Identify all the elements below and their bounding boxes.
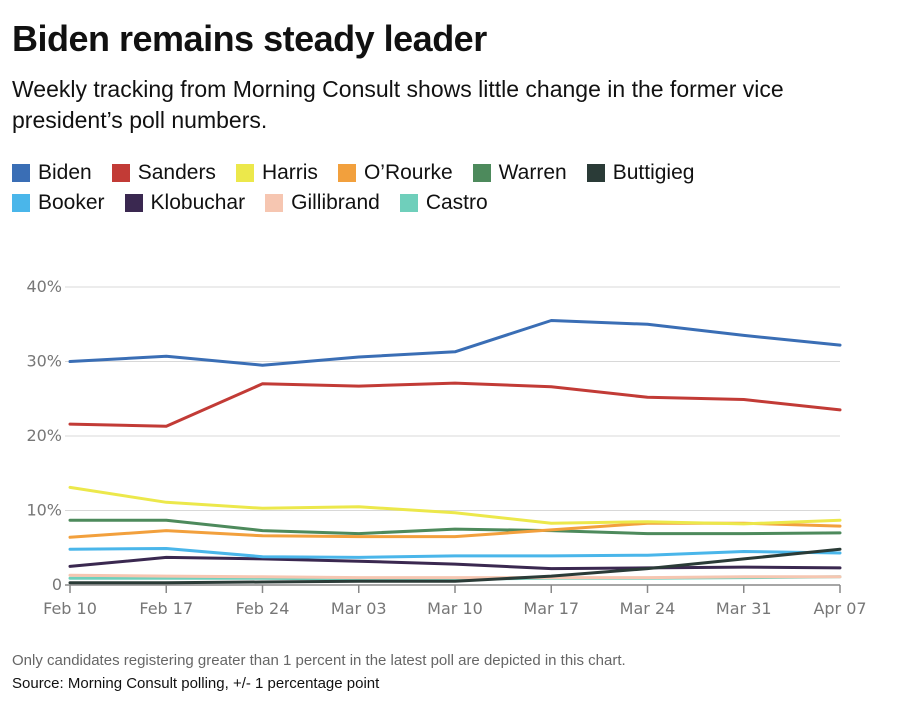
legend-label: Warren — [498, 161, 567, 184]
legend: Biden Sanders Harris O’Rourke Warren But… — [12, 158, 892, 218]
legend-swatch — [124, 194, 143, 212]
legend-row-1: Biden Sanders Harris O’Rourke Warren But… — [12, 158, 892, 188]
x-tick-label: Mar 31 — [716, 599, 772, 618]
legend-label: Harris — [261, 161, 318, 184]
legend-item-gillibrand: Gillibrand — [265, 191, 380, 215]
legend-label: Castro — [425, 191, 488, 214]
legend-item-warren: Warren — [472, 161, 567, 185]
series-line-buttigieg — [68, 547, 842, 585]
legend-item-castro: Castro — [399, 191, 488, 215]
series-line-harris — [68, 485, 842, 526]
legend-item-booker: Booker — [12, 191, 105, 215]
legend-swatch — [111, 164, 130, 182]
legend-label: Biden — [38, 161, 92, 184]
y-tick-label: 30% — [26, 352, 62, 371]
series-line-biden — [68, 319, 842, 367]
x-tick-label: Feb 17 — [139, 599, 193, 618]
series-line-sanders — [68, 381, 842, 428]
legend-item-orourke: O’Rourke — [337, 161, 453, 185]
x-tick-label: Mar 10 — [427, 599, 483, 618]
x-tick-label: Mar 03 — [331, 599, 387, 618]
legend-swatch — [265, 194, 284, 212]
legend-label: Klobuchar — [150, 191, 246, 214]
legend-label: Buttigieg — [612, 161, 695, 184]
legend-swatch — [12, 164, 30, 182]
x-tick-label: Feb 24 — [236, 599, 290, 618]
series-line-klobuchar — [68, 555, 842, 571]
legend-label: Sanders — [137, 161, 216, 184]
legend-swatch — [337, 164, 356, 182]
series-line-warren — [68, 518, 842, 536]
y-tick-label: 0 — [52, 575, 62, 594]
legend-item-klobuchar: Klobuchar — [124, 191, 246, 215]
chart-title: Biden remains steady leader — [12, 18, 487, 59]
x-tick-label: Apr 07 — [813, 599, 866, 618]
legend-item-harris: Harris — [235, 161, 318, 185]
chart-subtitle: Weekly tracking from Morning Consult sho… — [12, 76, 784, 133]
legend-swatch — [399, 194, 418, 212]
y-tick-label: 10% — [26, 501, 62, 520]
series-line-gillibrand — [68, 573, 842, 580]
legend-swatch — [586, 164, 605, 182]
legend-item-buttigieg: Buttigieg — [586, 161, 695, 185]
y-tick-label: 20% — [26, 426, 62, 445]
x-tick-label: Mar 17 — [523, 599, 579, 618]
legend-row-2: Booker Klobuchar Gillibrand Castro — [12, 188, 892, 218]
x-tick-label: Feb 10 — [43, 599, 97, 618]
legend-swatch — [472, 164, 491, 182]
legend-label: Booker — [38, 191, 105, 214]
chart-source: Source: Morning Consult polling, +/- 1 p… — [12, 675, 380, 692]
legend-label: Gillibrand — [291, 191, 380, 214]
chart-note: Only candidates registering greater than… — [12, 652, 626, 669]
legend-label: O’Rourke — [363, 161, 453, 184]
legend-swatch — [12, 194, 30, 212]
legend-item-sanders: Sanders — [111, 161, 216, 185]
legend-swatch — [235, 164, 254, 182]
x-tick-label: Mar 24 — [620, 599, 676, 618]
legend-item-biden: Biden — [12, 161, 92, 185]
y-tick-label: 40% — [26, 277, 62, 296]
series-line-booker — [68, 547, 842, 559]
line-chart: 0 10% 20% 30% 40% Feb 10 Feb 17 Feb 24 Mar 03 Mar… — [26, 277, 866, 618]
